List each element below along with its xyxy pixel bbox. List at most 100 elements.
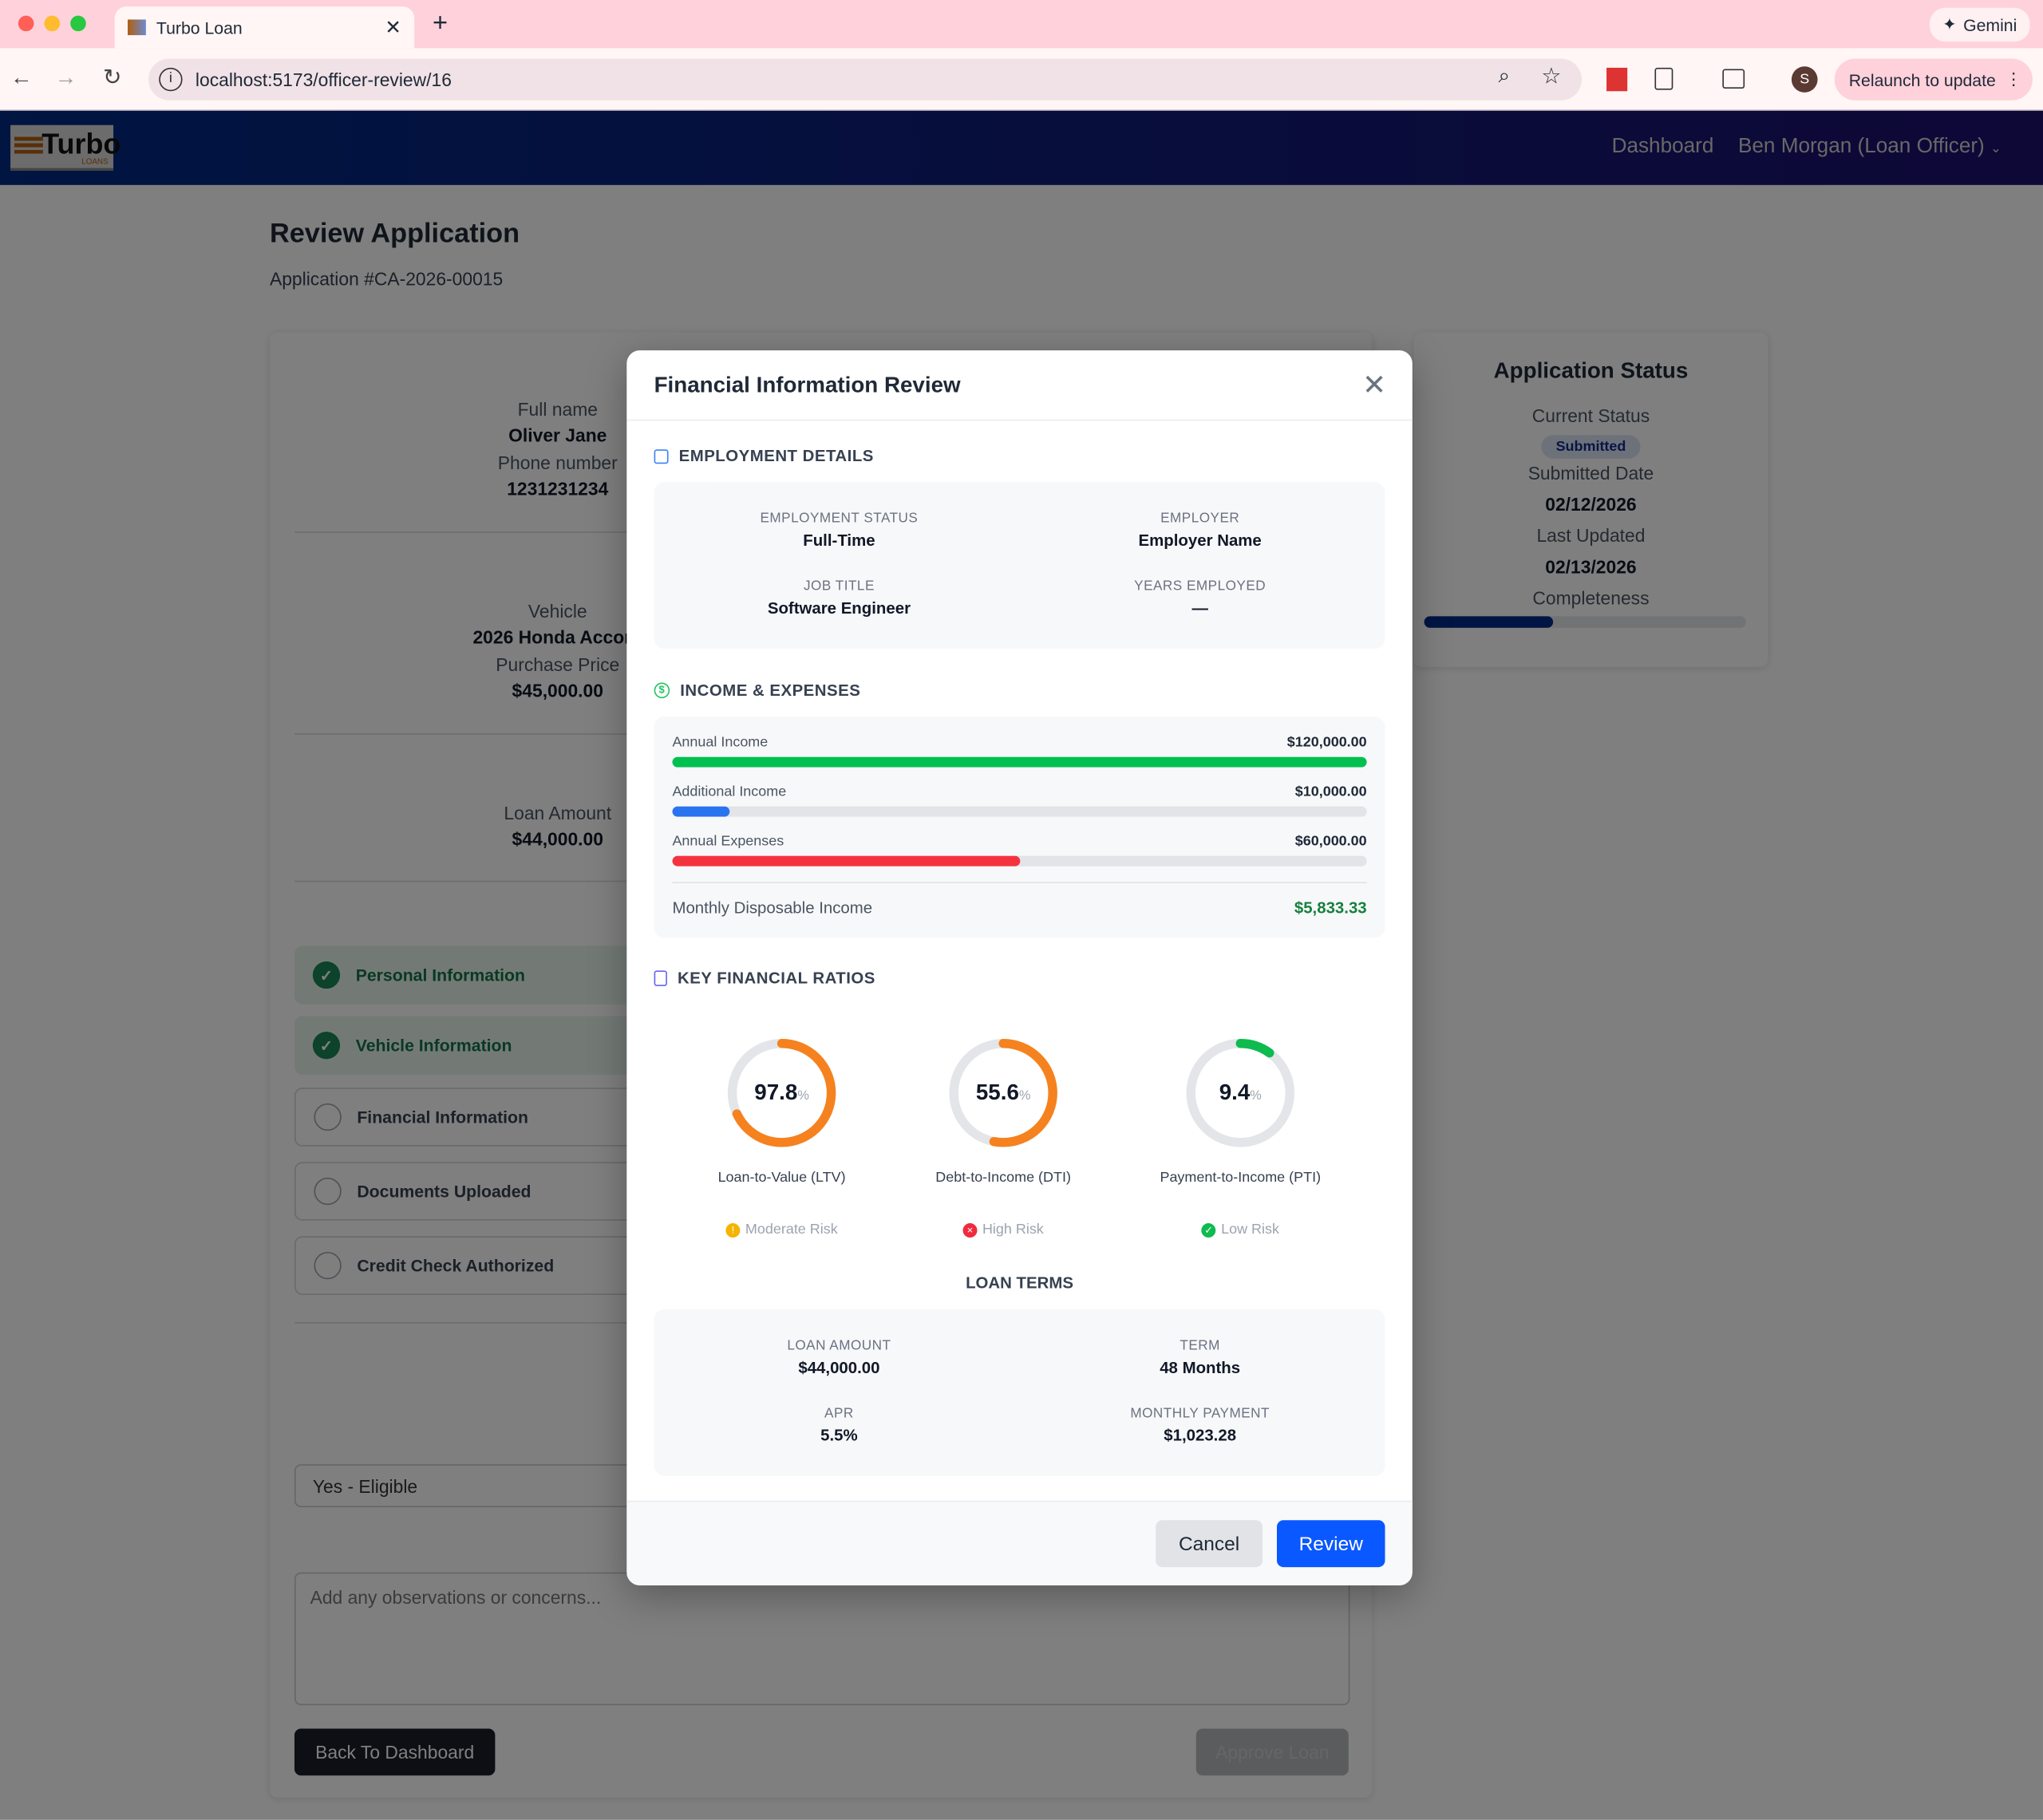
loan-terms-panel: LOAN AMOUNT $44,000.00 TERM 48 Months APR 5… — [654, 1309, 1385, 1476]
new-tab-button[interactable]: + — [433, 9, 449, 38]
income-row-label: Annual Income — [672, 734, 769, 751]
income-row: Additional Income $10,000.00 — [672, 784, 1367, 817]
profile-initial: S — [1800, 71, 1810, 88]
income-row-value: $120,000.00 — [1286, 734, 1367, 751]
risk-label: High Risk — [982, 1222, 1044, 1238]
ratio-arc — [949, 1039, 1057, 1147]
income-bar-track — [672, 855, 1367, 867]
employment-panel: EMPLOYMENT STATUS Full-Time EMPLOYER Emplo… — [654, 482, 1385, 649]
income-bar-fill — [672, 806, 730, 817]
close-tab-icon[interactable]: ✕ — [385, 17, 401, 39]
url-bar[interactable]: localhost:5173/officer-review/16 — [148, 58, 1583, 101]
apr-label: APR — [824, 1405, 854, 1422]
ratio-ring — [727, 1039, 836, 1147]
ratio-arc — [1186, 1039, 1295, 1147]
years-employed-value: — — [1191, 599, 1208, 618]
loan-amount-label: LOAN AMOUNT — [787, 1337, 891, 1354]
ratio-name: Debt-to-Income (DTI) — [935, 1170, 1071, 1186]
job-title-value: Software Engineer — [767, 599, 911, 618]
employment-status-label: EMPLOYMENT STATUS — [760, 510, 919, 527]
forward-arrow-icon[interactable]: → — [54, 65, 77, 90]
profile-avatar[interactable]: S — [1791, 66, 1818, 93]
ratio-gauge: 9.4% Payment-to-Income (PTI) ✓ Low Risk — [1143, 1033, 1338, 1238]
risk-label: Low Risk — [1221, 1222, 1279, 1238]
ratio-unit: % — [1250, 1088, 1262, 1103]
chart-icon — [654, 970, 667, 986]
dollar-circle-icon: $ — [654, 682, 670, 699]
kebab-menu-icon[interactable]: ⋮ — [2005, 69, 2022, 89]
modal-header: Financial Information Review ✕ — [626, 350, 1413, 421]
income-row: Annual Expenses $60,000.00 — [672, 833, 1367, 867]
employer-label: EMPLOYER — [1160, 510, 1240, 527]
income-panel: Annual Income $120,000.00 Additional Incom… — [654, 716, 1385, 938]
income-heading: $ INCOME & EXPENSES — [654, 681, 861, 700]
window-maximize-button[interactable] — [70, 15, 86, 32]
ratio-value: 97.8 — [754, 1080, 798, 1105]
term-value: 48 Months — [1160, 1358, 1241, 1377]
url-text: localhost:5173/officer-review/16 — [195, 69, 452, 90]
browser-tab[interactable]: Turbo Loan ✕ — [114, 6, 415, 49]
favicon-icon — [127, 19, 146, 36]
ratio-gauge: 55.6% Debt-to-Income (DTI) × High Risk — [906, 1033, 1101, 1238]
monthly-payment-value: $1,023.28 — [1164, 1426, 1237, 1445]
years-employed-label: YEARS EMPLOYED — [1134, 578, 1267, 594]
ratios-heading: KEY FINANCIAL RATIOS — [654, 969, 875, 988]
modal-title: Financial Information Review — [654, 372, 961, 397]
extension-icon[interactable] — [1606, 67, 1628, 92]
warning-icon: ! — [725, 1222, 741, 1238]
reload-icon[interactable]: ↻ — [102, 65, 122, 90]
loan-terms-heading: LOAN TERMS — [966, 1273, 1073, 1293]
employment-heading: EMPLOYMENT DETAILS — [654, 447, 874, 465]
income-row-label: Annual Expenses — [672, 833, 784, 850]
review-button[interactable]: Review — [1276, 1520, 1385, 1568]
briefcase-icon — [654, 448, 669, 464]
employment-heading-text: EMPLOYMENT DETAILS — [678, 446, 874, 465]
income-bar-track — [672, 806, 1367, 817]
employment-status-value: Full-Time — [803, 531, 875, 550]
back-arrow-icon[interactable]: ← — [10, 65, 33, 90]
tab-search-icon[interactable] — [1722, 69, 1745, 89]
income-row: Annual Income $120,000.00 — [672, 734, 1367, 768]
tab-title: Turbo Loan — [156, 18, 243, 38]
divider — [672, 882, 1367, 883]
gemini-button[interactable]: ✦ Gemini — [1929, 7, 2030, 42]
zoom-icon[interactable]: ⌕ — [1498, 65, 1511, 88]
cancel-button[interactable]: Cancel — [1156, 1520, 1263, 1568]
extensions-puzzle-icon[interactable] — [1654, 67, 1674, 90]
disposable-income-label: Monthly Disposable Income — [672, 898, 873, 918]
term-label: TERM — [1180, 1337, 1220, 1354]
income-bar-fill — [672, 855, 1020, 867]
window-minimize-button[interactable] — [44, 15, 61, 32]
ratio-name: Payment-to-Income (PTI) — [1160, 1170, 1322, 1186]
monthly-payment-label: MONTHLY PAYMENT — [1130, 1405, 1270, 1422]
ratio-name: Loan-to-Value (LTV) — [717, 1170, 846, 1186]
site-info-icon[interactable]: i — [159, 67, 183, 92]
income-row-value: $60,000.00 — [1294, 833, 1367, 850]
disposable-income-value: $5,833.33 — [1294, 898, 1367, 918]
risk-label: Moderate Risk — [745, 1222, 838, 1238]
check-circle-icon: ✓ — [1201, 1222, 1216, 1238]
bookmark-star-icon[interactable]: ☆ — [1541, 63, 1562, 89]
income-row-label: Additional Income — [672, 784, 787, 800]
sparkle-icon: ✦ — [1942, 14, 1957, 34]
apr-value: 5.5% — [820, 1426, 858, 1445]
ratio-value: 9.4 — [1219, 1080, 1251, 1105]
income-bar-track — [672, 756, 1367, 768]
employer-value: Employer Name — [1138, 531, 1262, 550]
close-icon[interactable]: ✕ — [1362, 369, 1387, 401]
ratios-heading-text: KEY FINANCIAL RATIOS — [677, 969, 875, 988]
relaunch-label: Relaunch to update — [1848, 69, 1996, 89]
modal-footer: Cancel Review — [626, 1500, 1413, 1585]
ratio-unit: % — [1018, 1088, 1031, 1103]
income-heading-text: INCOME & EXPENSES — [680, 681, 861, 700]
ratio-arc — [727, 1039, 836, 1147]
ratio-unit: % — [797, 1088, 809, 1103]
income-row-value: $10,000.00 — [1294, 784, 1367, 800]
relaunch-button[interactable]: Relaunch to update ⋮ — [1834, 58, 2033, 101]
ratio-gauge: 97.8% Loan-to-Value (LTV) ! Moderate Risk — [684, 1033, 879, 1238]
loan-amount-value: $44,000.00 — [798, 1358, 880, 1377]
gemini-label: Gemini — [1963, 14, 2017, 35]
ratio-value: 55.6 — [975, 1080, 1019, 1105]
x-circle-icon: × — [962, 1222, 978, 1238]
window-close-button[interactable] — [18, 15, 34, 32]
